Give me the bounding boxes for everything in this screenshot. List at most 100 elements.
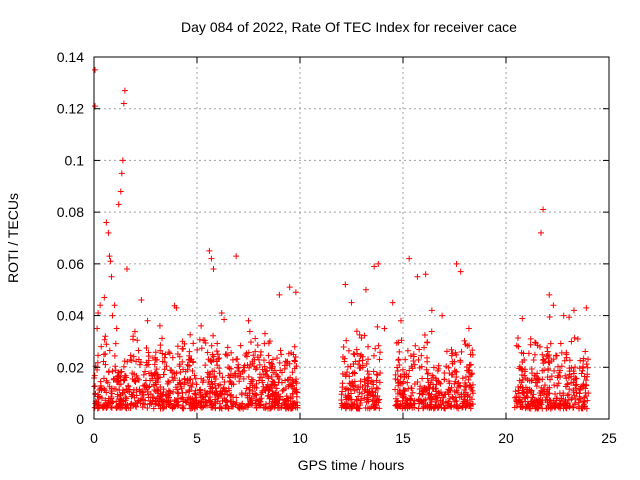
data-point: [103, 219, 110, 226]
data-point: [370, 352, 377, 359]
data-point: [145, 361, 152, 368]
data-point: [191, 372, 198, 379]
data-point: [147, 398, 154, 405]
data-point: [355, 393, 362, 400]
data-point: [359, 357, 366, 364]
data-point: [191, 401, 198, 408]
data-point: [118, 368, 125, 375]
data-point: [123, 266, 130, 273]
data-point: [418, 352, 425, 359]
data-point: [108, 388, 115, 395]
data-point: [189, 367, 196, 374]
y-tick-label: 0.04: [57, 308, 84, 324]
data-point: [513, 342, 520, 349]
data-point: [531, 351, 538, 358]
data-point: [165, 349, 172, 356]
data-point: [579, 382, 586, 389]
data-point: [145, 384, 152, 391]
data-point: [568, 379, 575, 386]
data-point: [118, 170, 125, 177]
data-point: [117, 188, 124, 195]
data-point: [557, 340, 564, 347]
data-point: [229, 356, 236, 363]
x-tick-label: 0: [90, 430, 98, 446]
data-point: [469, 351, 476, 358]
data-point: [123, 395, 130, 402]
data-point: [376, 379, 383, 386]
data-point: [342, 386, 349, 393]
data-point: [288, 383, 295, 390]
data-point: [179, 358, 186, 365]
data-point: [344, 363, 351, 370]
data-point: [443, 363, 450, 370]
data-point: [214, 340, 221, 347]
data-point: [174, 389, 181, 396]
data-point: [415, 356, 422, 363]
data-point: [275, 395, 282, 402]
data-point: [278, 351, 285, 358]
data-point: [267, 393, 274, 400]
data-point: [152, 349, 159, 356]
data-point: [459, 375, 466, 382]
data-point: [275, 373, 282, 380]
data-point: [183, 399, 190, 406]
data-point: [546, 384, 553, 391]
data-point: [563, 354, 570, 361]
grid-lines: [94, 57, 609, 419]
data-point: [543, 405, 550, 412]
data-point: [215, 393, 222, 400]
data-point: [583, 405, 590, 412]
data-point: [233, 399, 240, 406]
data-point: [365, 343, 372, 350]
data-point: [402, 356, 409, 363]
data-point: [238, 404, 245, 411]
data-point: [220, 385, 227, 392]
data-point: [284, 376, 291, 383]
data-point: [343, 385, 350, 392]
data-point: [113, 405, 120, 412]
data-point: [188, 383, 195, 390]
data-point: [108, 273, 115, 280]
data-point: [553, 352, 560, 359]
data-point: [159, 401, 166, 408]
data-point: [95, 309, 102, 316]
data-point: [96, 386, 103, 393]
data-point: [250, 352, 257, 359]
data-point: [538, 401, 545, 408]
data-point: [536, 390, 543, 397]
data-point: [263, 404, 270, 411]
data-point: [430, 364, 437, 371]
y-tick-label: 0.12: [57, 101, 84, 117]
data-point: [206, 247, 213, 254]
data-point: [404, 379, 411, 386]
data-point: [552, 391, 559, 398]
data-point: [142, 377, 149, 384]
data-point: [254, 342, 261, 349]
data-point: [294, 402, 301, 409]
y-tick-label: 0: [76, 411, 84, 427]
data-point: [580, 401, 587, 408]
data-point: [202, 340, 209, 347]
data-point: [408, 385, 415, 392]
data-point: [465, 325, 472, 332]
data-point: [369, 388, 376, 395]
data-point: [455, 405, 462, 412]
data-point: [222, 402, 229, 409]
data-point: [564, 392, 571, 399]
data-point: [532, 340, 539, 347]
data-point: [186, 352, 193, 359]
data-point: [142, 368, 149, 375]
data-point: [204, 389, 211, 396]
data-point: [93, 402, 100, 409]
data-point: [178, 385, 185, 392]
data-point: [419, 391, 426, 398]
data-point: [565, 391, 572, 398]
data-point: [423, 388, 430, 395]
data-point: [571, 376, 578, 383]
data-point: [128, 357, 135, 364]
data-point: [392, 371, 399, 378]
data-point: [566, 314, 573, 321]
data-point: [399, 390, 406, 397]
data-point: [226, 387, 233, 394]
data-point: [436, 379, 443, 386]
